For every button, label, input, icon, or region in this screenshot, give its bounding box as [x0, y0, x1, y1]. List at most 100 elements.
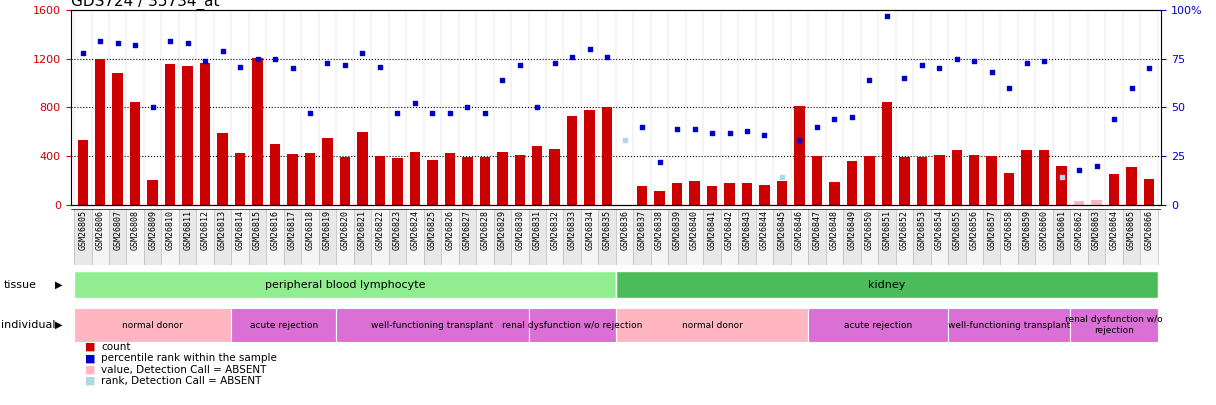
Text: GSM26832: GSM26832	[550, 210, 559, 250]
Point	[370, 63, 389, 70]
Text: ▶: ▶	[55, 279, 62, 290]
Bar	[235, 153, 246, 205]
Text: percentile rank within the sample: percentile rank within the sample	[101, 354, 277, 363]
Point	[230, 63, 249, 70]
Text: GSM26851: GSM26851	[883, 210, 891, 250]
Bar	[165, 64, 175, 205]
Text: ■: ■	[85, 354, 96, 363]
Bar	[809, 209, 826, 265]
Text: GSM26816: GSM26816	[270, 210, 280, 250]
Bar	[794, 106, 805, 205]
Bar	[270, 144, 280, 205]
Point	[755, 131, 775, 138]
Text: GSM26834: GSM26834	[585, 210, 595, 250]
Bar	[371, 209, 389, 265]
Point	[143, 104, 163, 111]
Bar	[441, 209, 458, 265]
Point	[1087, 162, 1107, 169]
Bar	[634, 209, 651, 265]
Bar	[74, 209, 91, 265]
Bar	[218, 133, 227, 205]
Text: GSM26864: GSM26864	[1109, 210, 1119, 250]
Bar	[865, 156, 874, 205]
Text: GSM26809: GSM26809	[148, 210, 157, 250]
Bar	[966, 209, 983, 265]
Bar	[725, 183, 734, 205]
Point	[457, 104, 477, 111]
Point	[265, 55, 285, 62]
Bar	[130, 102, 141, 205]
Point	[1069, 166, 1088, 173]
Bar	[147, 180, 158, 205]
Bar	[773, 209, 790, 265]
Bar	[319, 209, 336, 265]
Point	[668, 126, 687, 132]
Text: GDS724 / 35734_at: GDS724 / 35734_at	[71, 0, 219, 10]
Point	[353, 50, 372, 56]
Bar	[497, 152, 507, 205]
Bar	[615, 271, 1158, 298]
Bar	[1122, 209, 1141, 265]
Bar	[951, 150, 962, 205]
Text: peripheral blood lymphocyte: peripheral blood lymphocyte	[265, 279, 426, 290]
Bar	[899, 157, 910, 205]
Point	[929, 65, 948, 72]
Bar	[1035, 209, 1053, 265]
Text: rank, Detection Call = ABSENT: rank, Detection Call = ABSENT	[101, 376, 261, 386]
Point	[510, 61, 529, 68]
Text: GSM26835: GSM26835	[603, 210, 612, 250]
Point	[632, 124, 652, 130]
Point	[90, 38, 109, 45]
Bar	[162, 209, 179, 265]
Point	[947, 55, 967, 62]
Bar	[1105, 209, 1122, 265]
Bar	[389, 209, 406, 265]
Bar	[1004, 173, 1014, 205]
Text: GSM26848: GSM26848	[829, 210, 839, 250]
Bar	[581, 209, 598, 265]
Text: GSM26859: GSM26859	[1023, 210, 1031, 250]
Point	[440, 110, 460, 116]
Point	[1017, 60, 1036, 66]
Text: GSM26858: GSM26858	[1004, 210, 1014, 250]
Bar	[721, 209, 738, 265]
Text: value, Detection Call = ABSENT: value, Detection Call = ABSENT	[101, 365, 266, 375]
Bar	[654, 191, 665, 205]
Text: GSM26830: GSM26830	[516, 210, 524, 250]
Bar	[74, 308, 231, 342]
Bar	[1001, 209, 1018, 265]
Bar	[475, 209, 494, 265]
Bar	[266, 209, 283, 265]
Bar	[550, 149, 559, 205]
Text: GSM26836: GSM26836	[620, 210, 629, 250]
Text: GSM26822: GSM26822	[376, 210, 384, 250]
Bar	[302, 209, 319, 265]
Bar	[811, 156, 822, 205]
Text: GSM26857: GSM26857	[987, 210, 996, 250]
Text: GSM26825: GSM26825	[428, 210, 437, 250]
Bar	[669, 209, 686, 265]
Bar	[895, 209, 913, 265]
Point	[843, 114, 862, 120]
Text: GSM26861: GSM26861	[1057, 210, 1066, 250]
Text: GSM26846: GSM26846	[795, 210, 804, 250]
Bar	[354, 209, 371, 265]
Bar	[689, 181, 700, 205]
Point	[283, 65, 303, 72]
Text: well-functioning transplant: well-functioning transplant	[371, 320, 494, 330]
Bar	[563, 209, 581, 265]
Point	[737, 128, 756, 134]
Bar	[585, 110, 595, 205]
Text: kidney: kidney	[868, 279, 906, 290]
Bar	[529, 209, 546, 265]
Bar	[1018, 209, 1035, 265]
Point	[196, 58, 215, 64]
Bar	[777, 181, 787, 205]
Text: GSM26829: GSM26829	[497, 210, 507, 250]
Bar	[143, 209, 162, 265]
Point	[580, 46, 599, 52]
Bar	[948, 308, 1070, 342]
Bar	[458, 209, 475, 265]
Text: GSM26847: GSM26847	[812, 210, 822, 250]
Bar	[637, 185, 647, 205]
